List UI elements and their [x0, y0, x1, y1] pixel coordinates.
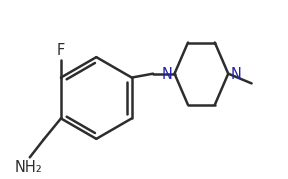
Text: F: F: [57, 43, 65, 58]
Text: N: N: [162, 67, 173, 82]
Text: NH₂: NH₂: [15, 160, 43, 175]
Text: N: N: [230, 67, 241, 82]
